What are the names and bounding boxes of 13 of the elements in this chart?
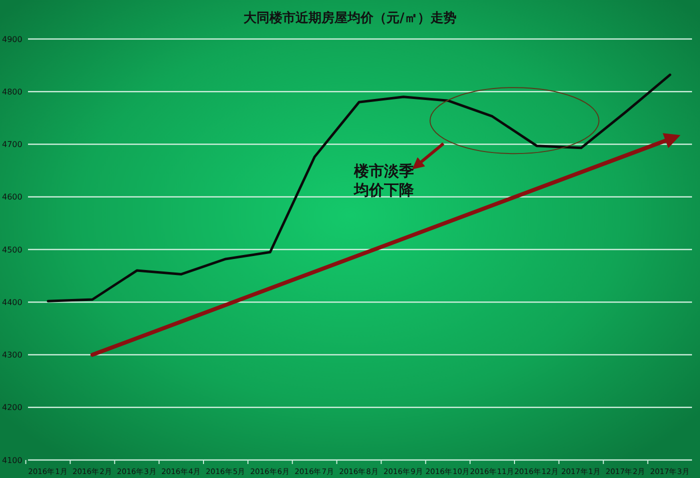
y-tick-label: 4300 <box>2 350 22 360</box>
y-tick-label: 4100 <box>2 456 22 465</box>
annotation: 楼市淡季 <box>353 162 414 180</box>
y-tick-label: 4900 <box>2 34 22 44</box>
chart-title: 大同楼市近期房屋均价（元/㎡）走势 <box>244 10 456 26</box>
y-tick-label: 4200 <box>2 403 22 412</box>
annotation: 均价下降 <box>353 180 415 199</box>
y-tick-label: 4700 <box>2 140 22 150</box>
y-tick-label: 4400 <box>2 298 22 307</box>
line-series <box>46 74 672 302</box>
y-tick-label: 4600 <box>2 192 22 202</box>
y-tick-label: 4800 <box>2 87 22 96</box>
y-tick-label: 4500 <box>2 245 22 254</box>
